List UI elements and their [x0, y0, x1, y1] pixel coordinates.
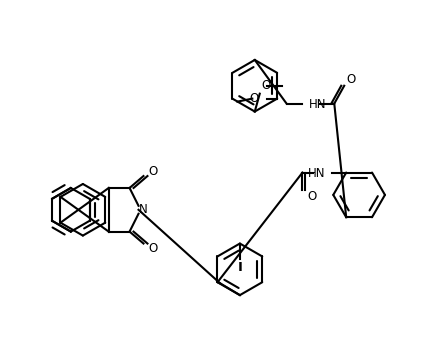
Text: HN: HN [308, 98, 326, 111]
Text: O: O [148, 242, 158, 255]
Text: HN: HN [308, 167, 325, 180]
Text: I: I [238, 261, 242, 274]
Text: O: O [262, 79, 271, 92]
Text: O: O [148, 165, 158, 178]
Text: O: O [346, 73, 356, 86]
Text: N: N [139, 203, 148, 216]
Text: O: O [308, 190, 317, 203]
Text: O: O [249, 92, 258, 105]
